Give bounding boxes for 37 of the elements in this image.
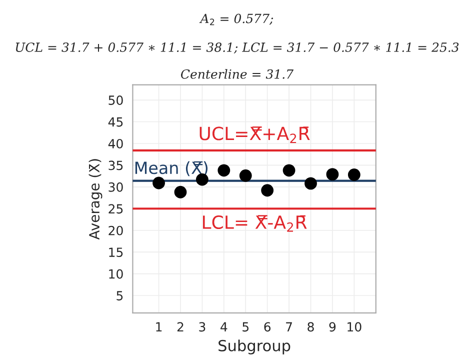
x-tick-label: 8 [308,322,314,332]
x-tick-label: 10 [348,322,362,332]
text: UCL = 31.7 + 0.577 ∗ 11.1 = 38.1; LCL = 31.7 − 0.577 ∗ 11.1 = 25.3 [16,42,459,54]
y-tick-label: 30 [108,182,123,192]
x-tick-label: 4 [220,322,228,332]
ref-line-label: UCL=X̿+A$_{2}$R̄ [200,126,310,144]
y-axis-title: Average (X̄) [88,159,102,240]
point [261,184,274,197]
y-tick-label: 5 [116,291,123,300]
y-tick-label: 50 [108,96,123,105]
y-tick-label: 40 [108,138,123,148]
point [174,186,187,198]
point [282,164,296,177]
y-tick-label: 25 [108,204,123,214]
y-tick-label: 20 [108,226,123,236]
text: A$_{2}$ = 0.577; [199,14,274,26]
x-tick-label: 5 [242,322,248,332]
ref-line-label: LCL= X̿-A$_{2}$R̄ [202,215,307,232]
y-tick-label: 10 [109,269,123,279]
x-tick-label: 7 [286,322,292,332]
x-tick-label: 6 [264,322,271,332]
x-tick-label: 9 [329,322,336,332]
point [239,169,252,182]
text: Centerline = 31.7 [181,69,294,79]
x-tick-label: 3 [199,322,206,332]
y-tick-label: 15 [109,248,123,258]
x-tick-label: 2 [177,322,184,332]
point [326,168,339,181]
x-axis-title: Subgroup [218,340,290,354]
y-tick-label: 45 [108,117,123,127]
point [152,176,165,190]
point [304,177,317,190]
x-tick-label: 1 [156,322,162,332]
point [218,164,230,177]
y-tick-label: 35 [108,160,123,170]
ref-line-label: Mean (X̿) [135,161,208,176]
point [348,168,360,181]
